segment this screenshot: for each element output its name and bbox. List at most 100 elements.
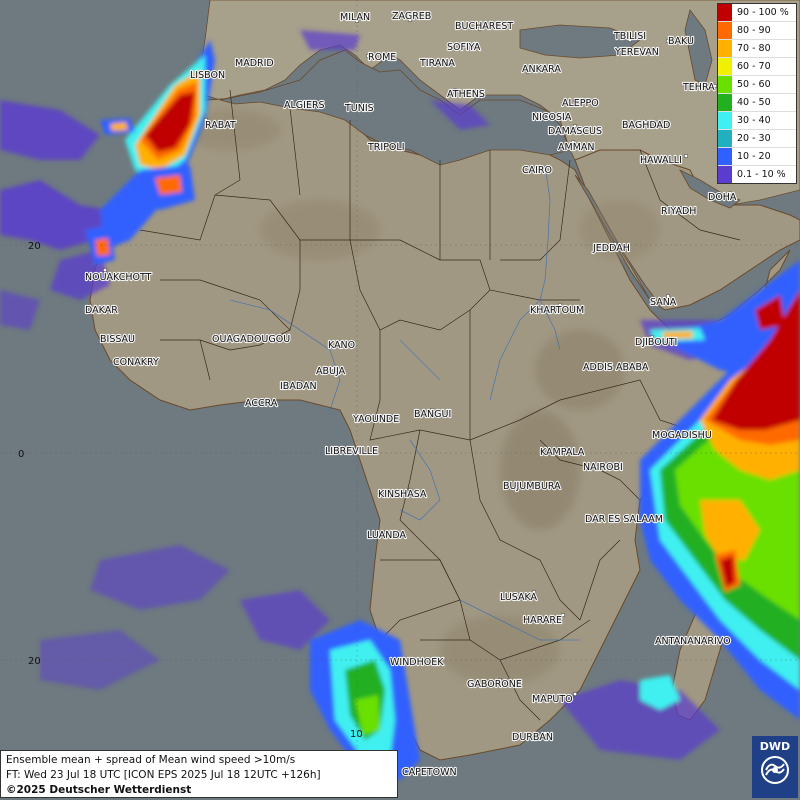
city-hawalli: HAWALLI <box>640 155 682 166</box>
city-yerevan: YEREVAN <box>614 47 659 58</box>
grid-label-lat-0: 0 <box>18 449 24 460</box>
legend-row: 90 - 100 % <box>718 4 796 22</box>
map-info-box: Ensemble mean + spread of Mean wind spee… <box>0 750 398 798</box>
city-ouagadougou: OUAGADOUGOU <box>212 334 290 345</box>
caspian-sea <box>684 9 713 86</box>
city-abuja: ABUJA <box>316 366 346 377</box>
legend-label: 30 - 40 <box>737 115 771 126</box>
legend-swatch <box>718 76 732 93</box>
city-madrid: MADRID <box>235 58 274 69</box>
city-gaborone: GABORONE <box>467 679 522 690</box>
city-addis-ababa: ADDIS ABABA <box>583 362 649 373</box>
city-harare: HARARE <box>523 615 562 626</box>
legend-label: 50 - 60 <box>737 79 771 90</box>
legend-row: 70 - 80 <box>718 40 796 58</box>
city-lusaka: LUSAKA <box>500 592 538 603</box>
legend-label: 70 - 80 <box>737 43 771 54</box>
legend-swatch <box>718 58 732 75</box>
dwd-logo-text: DWD <box>759 740 791 753</box>
city-rome: ROME <box>368 52 396 63</box>
city-kampala: KAMPALA <box>540 447 585 458</box>
city-damascus: DAMASCUS <box>548 126 602 137</box>
legend-row: 20 - 30 <box>718 130 796 148</box>
city-baku: BAKU <box>668 36 694 47</box>
city-aleppo: ALEPPO <box>562 98 599 109</box>
city-luanda: LUANDA <box>367 530 407 541</box>
city-durban: DURBAN <box>512 732 553 743</box>
legend-row: 60 - 70 <box>718 58 796 76</box>
mediterranean-sea <box>219 49 571 166</box>
info-forecast-time: FT: Wed 23 Jul 18 UTC [ICON EPS 2025 Jul… <box>6 769 321 781</box>
info-description: Ensemble mean + spread of Mean wind spee… <box>6 754 296 766</box>
city-riyadh: RIYADH <box>661 206 696 217</box>
legend-swatch <box>718 94 732 111</box>
city-maputo: MAPUTO <box>532 694 573 705</box>
city-nairobi: NAIROBI <box>583 462 623 473</box>
wind-probability-fields <box>0 30 800 780</box>
city-kinshasa: KINSHASA <box>378 489 427 500</box>
city-khartoum: KHARTOUM <box>530 305 584 316</box>
city-bujumbura: BUJUMBURA <box>503 481 561 492</box>
city-tripoli: TRIPOLI <box>367 142 405 153</box>
city-baghdad: BAGHDAD <box>622 120 670 131</box>
city-bucharest: BUCHAREST <box>455 21 513 32</box>
city-zagreb: ZAGREB <box>392 11 431 22</box>
city-mogadishu: MOGADISHU <box>652 430 712 441</box>
legend-row: 80 - 90 <box>718 22 796 40</box>
legend-row: 50 - 60 <box>718 76 796 94</box>
legend-row: 30 - 40 <box>718 112 796 130</box>
city-nouakchott: NOUAKCHOTT <box>85 272 152 283</box>
legend-label: 20 - 30 <box>737 133 771 144</box>
legend-label: 60 - 70 <box>737 61 771 72</box>
legend-swatch <box>718 130 732 147</box>
legend-label: 10 - 20 <box>737 151 771 162</box>
legend-label: 0.1 - 10 % <box>737 169 786 180</box>
dwd-logo: DWD <box>752 736 798 798</box>
city-bangui: BANGUI <box>414 409 451 420</box>
legend-label: 40 - 50 <box>737 97 771 108</box>
info-copyright: ©2025 Deutscher Wetterdienst <box>6 784 192 796</box>
city-ibadan: IBADAN <box>280 381 317 392</box>
city-kano: KANO <box>328 340 355 351</box>
legend-swatch <box>718 4 732 21</box>
city-cairo: CAIRO <box>522 165 552 176</box>
legend-swatch <box>718 40 732 57</box>
city-tirana: TIRANA <box>419 58 455 69</box>
grid-label-lon-10e: 10 <box>350 729 363 740</box>
grid-label-lat-20s: 20 <box>28 656 41 667</box>
city-ankara: ANKARA <box>522 64 561 75</box>
city-tbilisi: TBILISI <box>613 31 646 42</box>
legend-row: 0.1 - 10 % <box>718 166 796 183</box>
city-labels: MILAN ZAGREB BUCHAREST SOFIYA ROME TBILI… <box>84 10 738 779</box>
probability-legend: 90 - 100 % 80 - 90 70 - 80 60 - 70 50 - 60 40… <box>717 3 797 184</box>
city-bissau: BISSAU <box>100 334 135 345</box>
city-yaounde: YAOUNDE <box>352 414 399 425</box>
dwd-swirl-icon <box>761 756 789 784</box>
city-dakar: DAKAR <box>85 305 118 316</box>
city-rabat: RABAT <box>205 120 236 131</box>
city-libreville: LIBREVILLE <box>325 446 378 457</box>
legend-swatch <box>718 148 732 165</box>
landmass-arabia <box>574 149 800 311</box>
city-tehran: TEHRA <box>682 82 715 93</box>
city-amman: AMMAN <box>558 142 595 153</box>
city-lisbon: LISBON <box>190 70 225 81</box>
black-sea <box>519 24 641 59</box>
city-nicosia: NICOSIA <box>532 112 572 123</box>
legend-swatch <box>718 22 732 39</box>
city-dar-es-salaam: DAR ES SALAAM <box>585 514 663 525</box>
city-sofiya: SOFIYA <box>447 42 481 53</box>
city-doha: DOHA <box>708 192 737 203</box>
legend-row: 40 - 50 <box>718 94 796 112</box>
city-antananarivo: ANTANANARIVO <box>655 636 731 647</box>
city-algiers: ALGIERS <box>284 100 325 111</box>
city-jeddah: JEDDAH <box>592 243 630 254</box>
grid-label-lat-20n: 20 <box>28 241 41 252</box>
legend-swatch <box>718 166 732 183</box>
city-milan: MILAN <box>340 12 370 23</box>
city-tunis: TUNIS <box>344 103 374 114</box>
legend-row: 10 - 20 <box>718 148 796 166</box>
